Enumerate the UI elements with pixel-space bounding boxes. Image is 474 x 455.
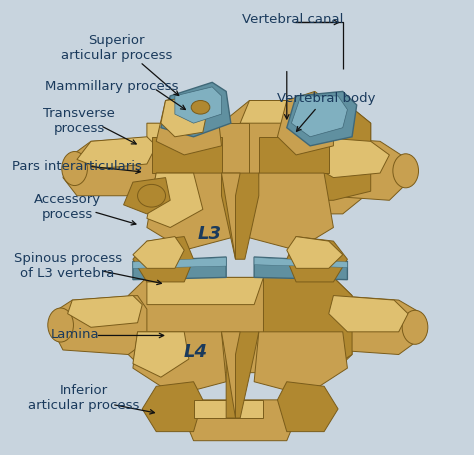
Polygon shape: [77, 137, 156, 168]
Text: Spinous process
of L3 vertebra: Spinous process of L3 vertebra: [14, 252, 122, 280]
Polygon shape: [147, 123, 249, 196]
Polygon shape: [259, 137, 329, 173]
Ellipse shape: [137, 184, 165, 207]
Polygon shape: [329, 296, 408, 332]
Ellipse shape: [48, 308, 73, 342]
Polygon shape: [175, 87, 221, 123]
Text: Accessory
process: Accessory process: [34, 193, 101, 221]
Polygon shape: [254, 258, 347, 268]
Polygon shape: [287, 91, 357, 146]
FancyBboxPatch shape: [7, 1, 474, 454]
Polygon shape: [240, 101, 310, 123]
Polygon shape: [142, 382, 203, 432]
Ellipse shape: [62, 152, 87, 186]
Polygon shape: [221, 332, 259, 418]
Text: Lamina: Lamina: [50, 328, 99, 341]
Text: Vertebral canal: Vertebral canal: [243, 13, 344, 26]
Polygon shape: [124, 177, 170, 214]
Polygon shape: [147, 173, 203, 228]
Text: Inferior
articular process: Inferior articular process: [28, 384, 140, 412]
Polygon shape: [133, 332, 189, 377]
Polygon shape: [147, 123, 217, 151]
Polygon shape: [221, 173, 240, 259]
Polygon shape: [184, 400, 296, 441]
Polygon shape: [254, 332, 347, 395]
Polygon shape: [147, 173, 236, 250]
Polygon shape: [292, 96, 347, 137]
Polygon shape: [161, 82, 231, 137]
Polygon shape: [245, 173, 333, 250]
Text: Mammillary process: Mammillary process: [45, 81, 179, 93]
Polygon shape: [193, 400, 264, 418]
Text: Transverse
process: Transverse process: [43, 107, 115, 135]
Polygon shape: [128, 278, 352, 373]
Polygon shape: [264, 278, 352, 373]
Ellipse shape: [393, 154, 419, 188]
Text: Superior
articular process: Superior articular process: [61, 34, 172, 62]
Polygon shape: [305, 137, 408, 200]
Polygon shape: [63, 137, 175, 196]
Polygon shape: [152, 137, 221, 173]
Polygon shape: [133, 237, 193, 282]
Polygon shape: [287, 237, 343, 268]
Polygon shape: [133, 258, 226, 268]
Polygon shape: [133, 237, 184, 268]
Polygon shape: [221, 332, 240, 418]
Polygon shape: [277, 382, 338, 432]
Text: Vertebral body: Vertebral body: [277, 92, 376, 105]
Polygon shape: [301, 101, 371, 200]
Polygon shape: [156, 91, 221, 155]
Polygon shape: [68, 296, 142, 327]
Ellipse shape: [402, 310, 428, 344]
Polygon shape: [310, 137, 389, 177]
Polygon shape: [147, 278, 264, 304]
Polygon shape: [54, 296, 147, 354]
Polygon shape: [221, 173, 259, 259]
Polygon shape: [277, 91, 333, 155]
Polygon shape: [324, 296, 422, 354]
Text: L4: L4: [184, 343, 208, 361]
Text: Pars interarticularis: Pars interarticularis: [12, 160, 142, 173]
Polygon shape: [161, 96, 208, 137]
Text: L3: L3: [198, 225, 222, 243]
Polygon shape: [221, 101, 371, 214]
Ellipse shape: [191, 101, 210, 114]
Polygon shape: [287, 237, 347, 282]
Polygon shape: [254, 257, 347, 280]
Polygon shape: [133, 332, 226, 395]
Polygon shape: [133, 257, 226, 280]
